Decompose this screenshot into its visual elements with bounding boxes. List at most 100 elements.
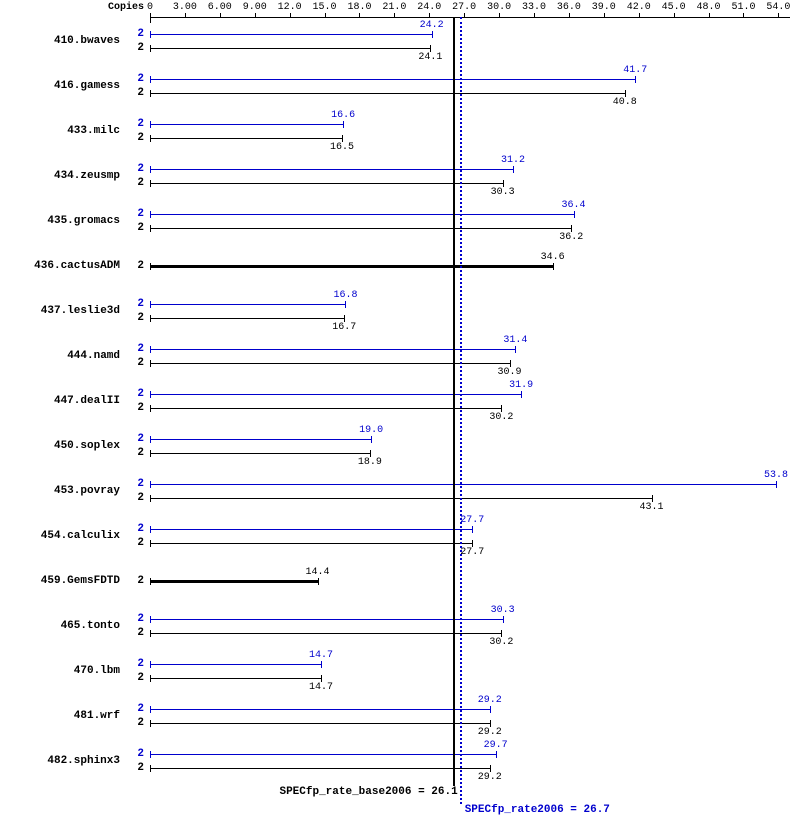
- peak-bar: [150, 214, 574, 215]
- x-tick: [534, 13, 535, 17]
- peak-bar: [150, 754, 496, 755]
- base-end-cap: [344, 315, 345, 322]
- base-value: 40.8: [613, 97, 637, 108]
- copies-base: 2: [137, 222, 144, 234]
- x-tick-label: 45.0: [662, 2, 686, 13]
- peak-bar: [150, 484, 776, 485]
- base-bar: [150, 265, 553, 268]
- peak-value: 31.9: [509, 380, 533, 391]
- base-end-cap: [503, 180, 504, 187]
- x-tick-label: 48.0: [697, 2, 721, 13]
- copies-peak: 2: [137, 343, 144, 355]
- peak-value: 30.3: [491, 605, 515, 616]
- spec-rate-chart: 03.006.009.0012.015.018.021.024.027.030.…: [0, 0, 799, 831]
- peak-bar: [150, 79, 635, 80]
- x-tick: [499, 13, 500, 17]
- base-value: 30.3: [491, 187, 515, 198]
- peak-value: 16.6: [331, 110, 355, 121]
- peak-value: 29.7: [484, 740, 508, 751]
- base-bar: [150, 580, 318, 583]
- base-value: 30.2: [489, 637, 513, 648]
- base-end-cap: [321, 675, 322, 682]
- benchmark-label: 433.milc: [67, 125, 120, 137]
- base-end-cap: [318, 578, 319, 585]
- copies-base: 2: [137, 312, 144, 324]
- peak-value: 27.7: [460, 515, 484, 526]
- base-value: 36.2: [559, 232, 583, 243]
- copies-peak: 2: [137, 298, 144, 310]
- peak-value: 14.7: [309, 650, 333, 661]
- peak-bar: [150, 124, 343, 125]
- x-tick: [255, 13, 256, 17]
- base-value: 16.5: [330, 142, 354, 153]
- peak-end-cap: [321, 661, 322, 668]
- x-tick: [220, 13, 221, 17]
- peak-bar: [150, 439, 371, 440]
- peak-bar: [150, 664, 321, 665]
- x-tick-label: 6.00: [208, 2, 232, 13]
- copies-base: 2: [137, 492, 144, 504]
- peak-bar: [150, 709, 490, 710]
- x-tick-label: 51.0: [731, 2, 755, 13]
- copies-peak: 2: [137, 613, 144, 625]
- x-tick-label: 18.0: [347, 2, 371, 13]
- x-tick-label: 24.0: [417, 2, 441, 13]
- copies-base: 2: [137, 87, 144, 99]
- x-tick: [290, 13, 291, 17]
- base-end-cap: [370, 450, 371, 457]
- base-value: 30.2: [489, 412, 513, 423]
- peak-value: 41.7: [623, 65, 647, 76]
- copies-peak: 2: [137, 703, 144, 715]
- base-bar: [150, 228, 571, 229]
- base-end-cap: [501, 630, 502, 637]
- benchmark-label: 454.calculix: [41, 530, 120, 542]
- base-bar: [150, 138, 342, 139]
- copies-peak: 2: [137, 28, 144, 40]
- copies-base: 2: [137, 537, 144, 549]
- copies-peak: 2: [137, 658, 144, 670]
- base-bar: [150, 678, 321, 679]
- x-tick-label: 12.0: [278, 2, 302, 13]
- peak-end-cap: [345, 301, 346, 308]
- base-value: 29.2: [478, 727, 502, 738]
- x-tick: [674, 13, 675, 17]
- x-tick-label: 21.0: [382, 2, 406, 13]
- copies-base: 2: [137, 717, 144, 729]
- benchmark-label: 465.tonto: [61, 620, 120, 632]
- benchmark-label: 481.wrf: [74, 710, 120, 722]
- baseline-ref-line: [453, 17, 455, 786]
- x-tick: [325, 13, 326, 17]
- benchmark-label: 447.dealII: [54, 395, 120, 407]
- copies-base: 2: [137, 177, 144, 189]
- base-end-cap: [553, 263, 554, 270]
- peak-end-cap: [472, 526, 473, 533]
- peak-ref-label: SPECfp_rate2006 = 26.7: [465, 804, 610, 816]
- x-tick: [778, 13, 779, 17]
- peak-bar: [150, 169, 513, 170]
- base-value: 34.6: [541, 252, 565, 263]
- copies-base: 2: [137, 260, 144, 272]
- base-end-cap: [501, 405, 502, 412]
- base-end-cap: [342, 135, 343, 142]
- peak-end-cap: [503, 616, 504, 623]
- base-end-cap: [490, 765, 491, 772]
- copies-base: 2: [137, 447, 144, 459]
- benchmark-label: 434.zeusmp: [54, 170, 120, 182]
- base-end-cap: [490, 720, 491, 727]
- x-tick: [359, 13, 360, 17]
- x-axis-line: [150, 17, 790, 18]
- base-bar: [150, 183, 503, 184]
- base-bar: [150, 408, 501, 409]
- base-value: 29.2: [478, 772, 502, 783]
- benchmark-label: 444.namd: [67, 350, 120, 362]
- base-bar: [150, 318, 344, 319]
- peak-value: 19.0: [359, 425, 383, 436]
- x-tick: [394, 13, 395, 17]
- x-tick-label: 42.0: [627, 2, 651, 13]
- base-value: 27.7: [460, 547, 484, 558]
- copies-base: 2: [137, 402, 144, 414]
- base-end-cap: [510, 360, 511, 367]
- peak-value: 36.4: [562, 200, 586, 211]
- benchmark-label: 459.GemsFDTD: [41, 575, 120, 587]
- copies-peak: 2: [137, 163, 144, 175]
